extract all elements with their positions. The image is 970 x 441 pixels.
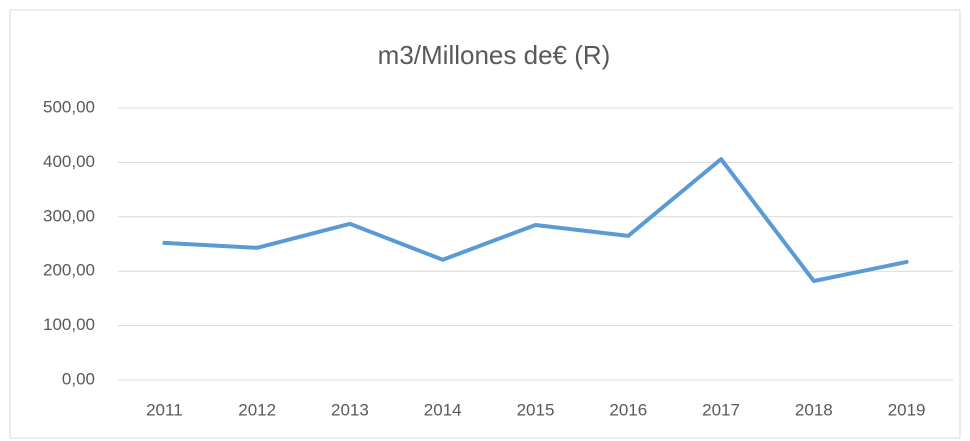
- x-tick-label: 2017: [702, 400, 740, 419]
- x-tick-label: 2019: [888, 400, 926, 419]
- x-tick-label: 2012: [238, 400, 276, 419]
- x-tick-label: 2016: [609, 400, 647, 419]
- y-tick-label: 300,00: [43, 206, 95, 225]
- y-tick-label: 100,00: [43, 315, 95, 334]
- data-line: [162, 157, 909, 283]
- x-tick-label: 2011: [146, 400, 183, 419]
- y-tick-label: 200,00: [43, 261, 95, 280]
- x-tick-label: 2013: [331, 400, 369, 419]
- y-tick-label: 500,00: [43, 97, 95, 116]
- x-tick-label: 2015: [517, 400, 555, 419]
- x-tick-label: 2014: [424, 400, 462, 419]
- x-tick-label: 2018: [795, 400, 833, 419]
- chart-title: m3/Millones de€ (R): [378, 40, 611, 70]
- y-tick-label: 400,00: [43, 152, 95, 171]
- chart-border: [9, 9, 961, 439]
- y-tick-label: 0,00: [62, 369, 95, 388]
